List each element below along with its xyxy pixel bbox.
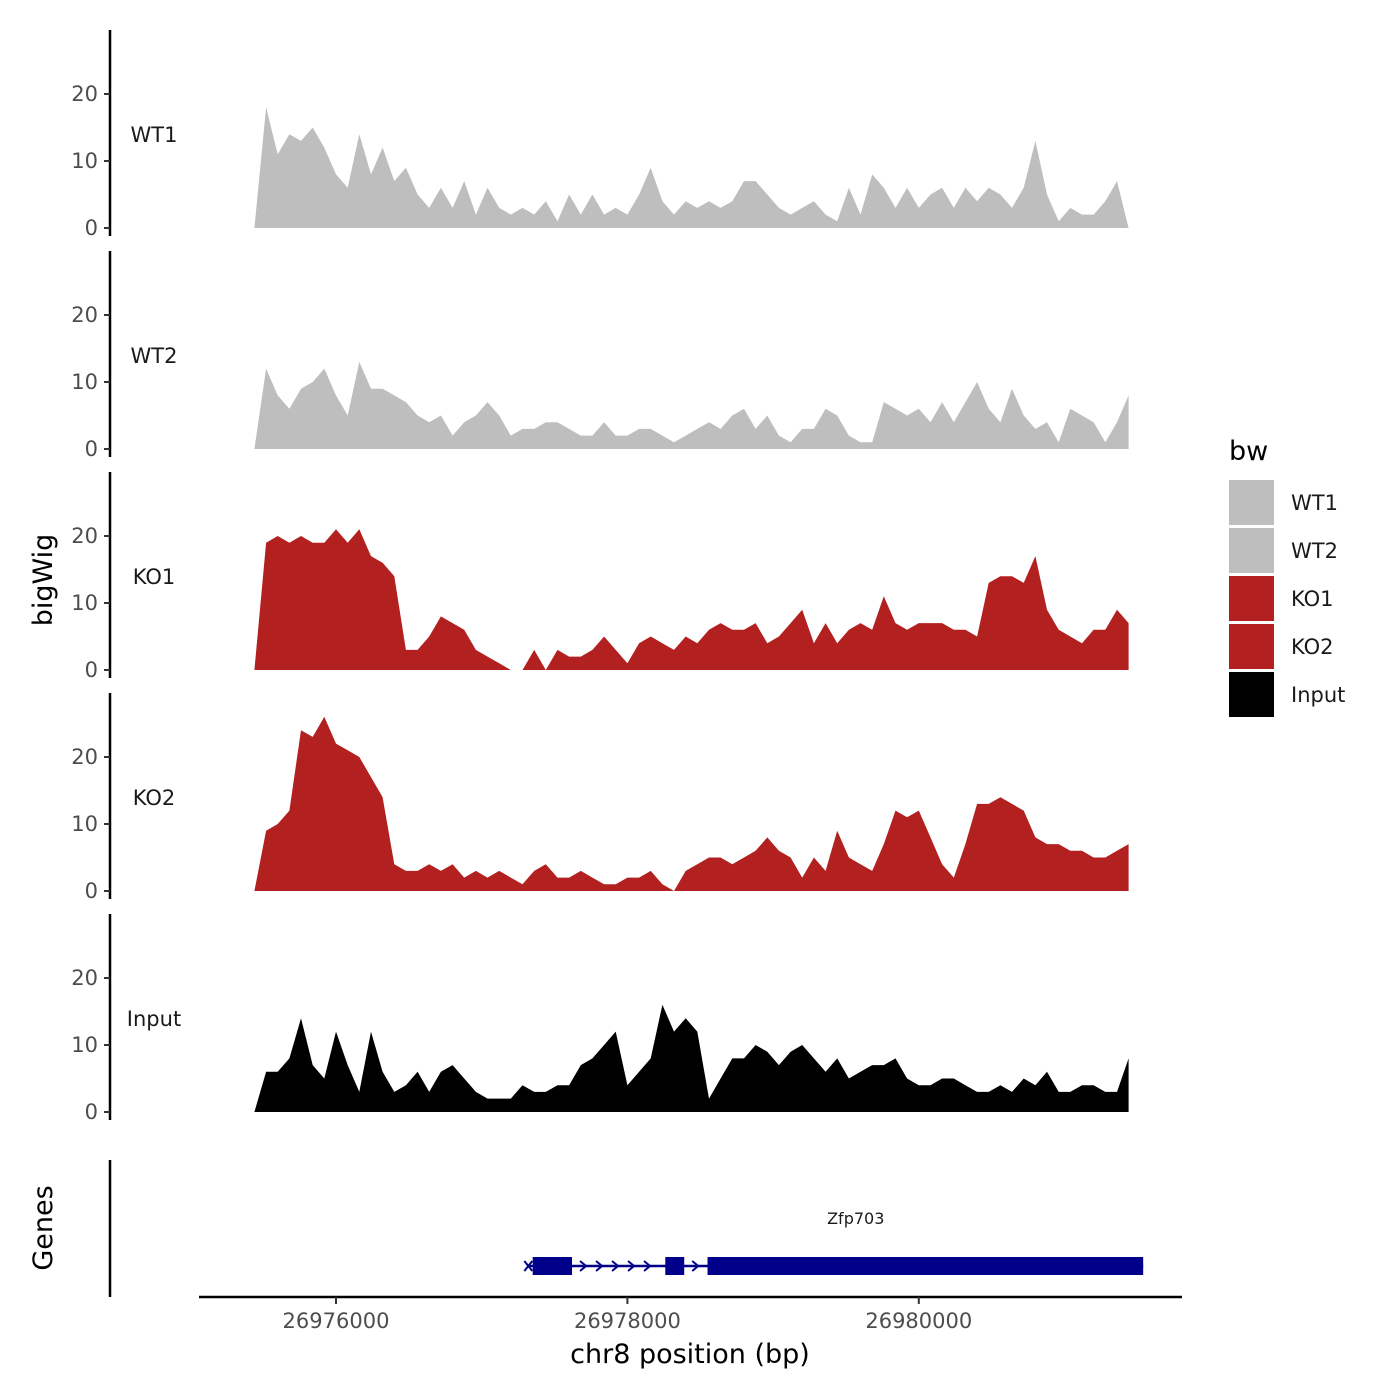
genes-panel: Zfp703 [108, 1160, 1144, 1297]
y-tick-label: 10 [71, 1033, 98, 1057]
track-ko2: 0 10 20 KO2 [71, 693, 1129, 903]
track-label: WT1 [131, 123, 178, 147]
y-tick-label: 0 [85, 1100, 98, 1124]
legend-key-input [1229, 672, 1274, 717]
y-tick-label: 20 [71, 303, 98, 327]
strand-arrow [643, 1260, 652, 1272]
x-axis-title: chr8 position (bp) [570, 1339, 810, 1370]
signal-area-wt1 [254, 107, 1129, 228]
legend-key-wt2 [1229, 528, 1274, 573]
legend-label-wt1: WT1 [1291, 491, 1338, 515]
genes-panel-title: Genes [28, 1185, 59, 1270]
legend-label-ko2: KO2 [1291, 635, 1334, 659]
y-tick-label: 10 [71, 149, 98, 173]
track-wt2: 0 10 20 WT2 [71, 251, 1129, 461]
x-tick-label: 26978000 [574, 1309, 681, 1333]
track-label: KO2 [133, 786, 176, 810]
gene-label: Zfp703 [827, 1209, 884, 1228]
legend-key-ko1 [1229, 576, 1274, 621]
legend-key-ko2 [1229, 624, 1274, 669]
legend-label-ko1: KO1 [1291, 587, 1334, 611]
y-tick-label: 10 [71, 591, 98, 615]
y-tick-label: 20 [71, 966, 98, 990]
gene-exon [707, 1257, 1144, 1275]
legend-label-wt2: WT2 [1291, 539, 1338, 563]
track-ko1: 0 10 20 KO1 [71, 472, 1129, 682]
y-tick-label: 20 [71, 82, 98, 106]
strand-arrow [579, 1260, 588, 1272]
y-tick-label: 10 [71, 370, 98, 394]
gene-exon [665, 1257, 685, 1275]
y-tick-label: 20 [71, 524, 98, 548]
legend: bw WT1 WT2 KO1 KO2 Input [1229, 436, 1345, 717]
strand-arrow [611, 1260, 620, 1272]
strand-arrow [523, 1260, 534, 1272]
y-tick-label: 0 [85, 437, 98, 461]
strand-arrow [691, 1260, 700, 1272]
tracks-group: 0 10 20 WT1 0 10 20 WT2 0 10 20 KO1 0 10 20 KO2 0 10 20 Inp… [71, 30, 1129, 1124]
legend-title: bw [1229, 436, 1268, 467]
track-label: Input [127, 1007, 181, 1031]
y-axis-title: bigWig [28, 534, 59, 627]
x-tick-label: 26976000 [283, 1309, 390, 1333]
strand-arrow [595, 1260, 604, 1272]
x-tick-label: 26980000 [865, 1309, 972, 1333]
signal-area-wt2 [254, 361, 1129, 449]
y-tick-label: 0 [85, 879, 98, 903]
y-tick-label: 20 [71, 745, 98, 769]
gene-exon [532, 1257, 573, 1275]
gene-zfp703: Zfp703 [523, 1209, 1144, 1275]
y-tick-label: 0 [85, 216, 98, 240]
y-tick-label: 10 [71, 812, 98, 836]
track-wt1: 0 10 20 WT1 [71, 30, 1129, 240]
signal-area-ko1 [254, 529, 1129, 670]
x-axis: 26976000 26978000 26980000 [199, 1295, 1182, 1333]
strand-arrow [627, 1260, 636, 1272]
track-label: WT2 [131, 344, 178, 368]
track-input: 0 10 20 Input [71, 914, 1129, 1124]
signal-area-input [254, 1004, 1129, 1112]
legend-key-wt1 [1229, 480, 1274, 525]
track-label: KO1 [133, 565, 176, 589]
y-tick-label: 0 [85, 658, 98, 682]
signal-area-ko2 [254, 716, 1129, 891]
legend-label-input: Input [1291, 683, 1345, 707]
